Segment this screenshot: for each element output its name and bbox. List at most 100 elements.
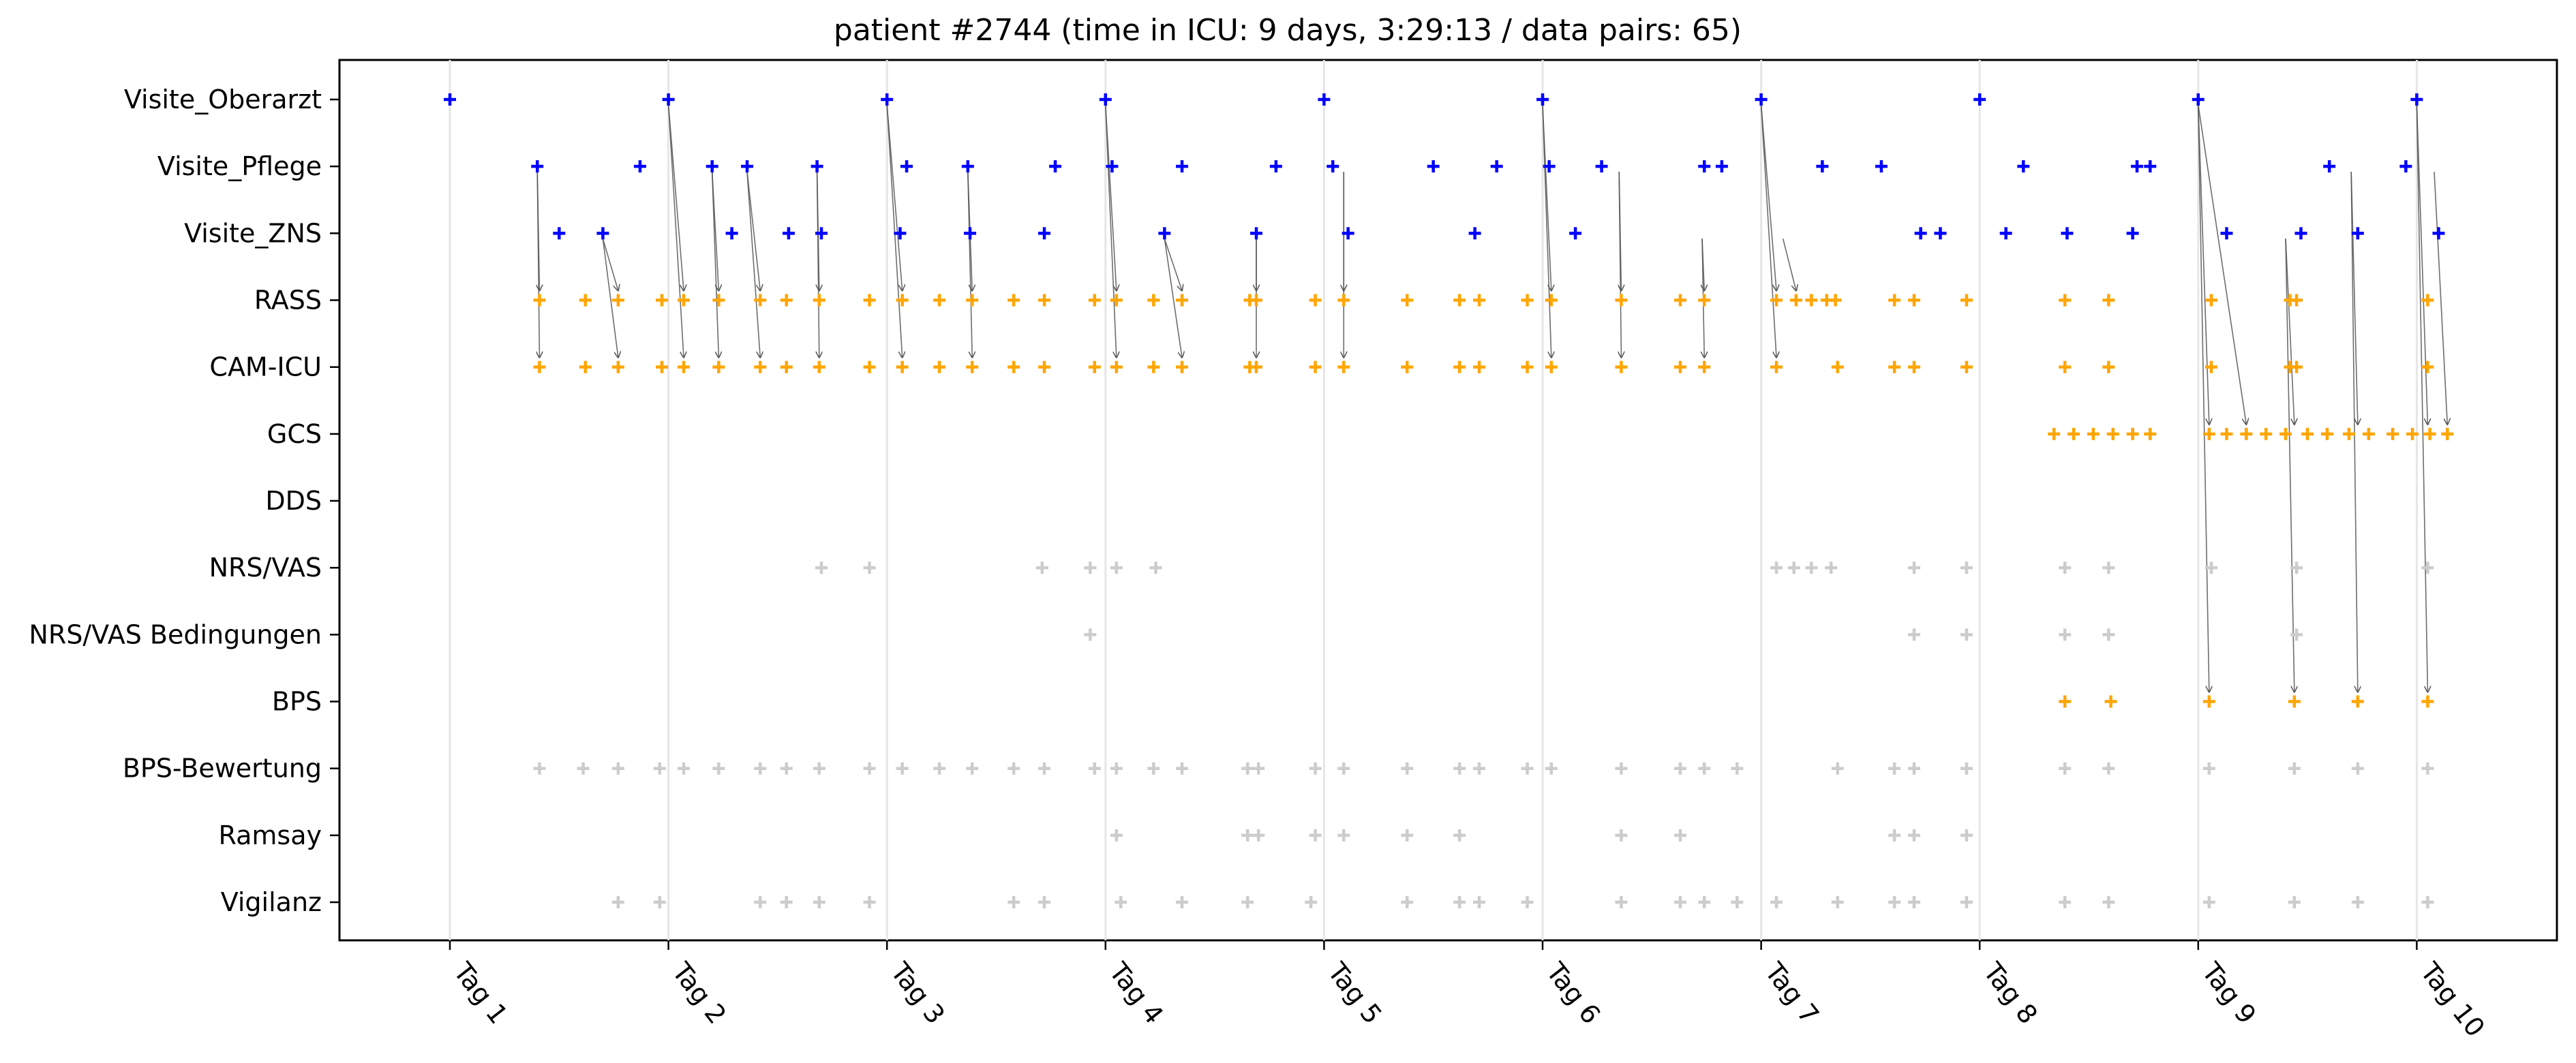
x-tick-label: Tag 1: [447, 957, 513, 1030]
data-point: [1453, 829, 1466, 842]
data-point: [754, 762, 767, 775]
data-point: [754, 896, 767, 909]
data-point: [2343, 427, 2356, 440]
data-point: [1049, 160, 1062, 173]
data-point: [1110, 561, 1123, 574]
data-point: [2059, 360, 2072, 373]
data-point: [2351, 227, 2364, 240]
data-point: [1960, 829, 1973, 842]
data-point: [2104, 695, 2117, 708]
data-point: [1269, 160, 1282, 173]
data-point: [611, 896, 624, 909]
data-point: [1309, 829, 1322, 842]
data-point: [2059, 762, 2072, 775]
data-point: [579, 360, 592, 373]
data-point: [1888, 294, 1901, 307]
data-point: [2192, 93, 2204, 106]
data-point: [1831, 896, 1844, 909]
data-point: [2351, 896, 2364, 909]
data-point: [1960, 561, 1973, 574]
data-point: [1521, 294, 1534, 307]
data-point: [1673, 829, 1686, 842]
y-tick-label: BPS: [272, 687, 322, 717]
data-point: [863, 360, 876, 373]
data-point: [1673, 896, 1686, 909]
data-point: [1908, 360, 1921, 373]
data-point: [1715, 160, 1728, 173]
link-arrow: [711, 172, 719, 358]
data-point: [1110, 762, 1123, 775]
data-point: [813, 896, 825, 909]
data-point: [1473, 896, 1486, 909]
data-point: [1305, 896, 1318, 909]
data-point: [1731, 896, 1744, 909]
data-point: [2240, 427, 2253, 440]
data-point: [2320, 427, 2333, 440]
data-point: [1176, 160, 1189, 173]
data-point: [633, 160, 646, 173]
link-arrow: [2434, 172, 2447, 425]
data-point: [1007, 762, 1020, 775]
link-arrow: [1619, 172, 1621, 358]
data-point: [815, 561, 828, 574]
data-point: [1490, 160, 1503, 173]
data-point: [1914, 227, 1927, 240]
data-point: [1673, 762, 1686, 775]
data-point: [712, 360, 725, 373]
data-point: [678, 762, 691, 775]
data-point: [2087, 427, 2100, 440]
data-point: [1468, 227, 1481, 240]
y-tick-label: CAM-ICU: [209, 352, 322, 382]
data-point: [533, 762, 546, 775]
data-point: [2220, 427, 2233, 440]
data-point: [1698, 160, 1711, 173]
arrows: [537, 104, 2447, 692]
link-arrow: [967, 172, 972, 358]
data-point: [1401, 762, 1414, 775]
data-point: [1147, 360, 1160, 373]
data-point: [1569, 227, 1582, 240]
data-point: [813, 762, 825, 775]
data-point: [896, 294, 909, 307]
data-point: [2059, 695, 2072, 708]
data-point: [2202, 896, 2215, 909]
data-point: [1536, 93, 1549, 106]
link-arrow: [667, 104, 684, 291]
data-point: [1960, 628, 1973, 641]
y-tick-label: Visite_ZNS: [184, 218, 322, 248]
data-point: [1908, 896, 1921, 909]
data-point: [1698, 762, 1711, 775]
data-point: [1770, 360, 1783, 373]
data-point: [1158, 227, 1171, 240]
data-point: [1453, 294, 1466, 307]
data-point: [596, 227, 609, 240]
data-point: [2290, 360, 2303, 373]
link-arrow: [1164, 238, 1182, 357]
data-point: [2323, 160, 2336, 173]
x-tick-label: Tag 2: [666, 957, 732, 1030]
data-point: [2362, 427, 2375, 440]
data-point: [1543, 160, 1556, 173]
data-point: [1084, 628, 1097, 641]
data-point: [2126, 227, 2139, 240]
link-arrow: [2416, 104, 2427, 425]
data-point: [611, 762, 624, 775]
data-point: [863, 294, 876, 307]
data-point: [1038, 294, 1051, 307]
data-point: [2059, 628, 2072, 641]
data-point: [2410, 93, 2423, 106]
data-point: [2406, 427, 2419, 440]
link-arrow: [746, 172, 760, 290]
data-point: [2220, 227, 2233, 240]
data-point: [2059, 561, 2072, 574]
data-point: [964, 227, 977, 240]
data-point: [1147, 762, 1160, 775]
data-point: [533, 360, 546, 373]
x-tick-label: Tag 5: [1322, 957, 1388, 1030]
data-point: [1252, 829, 1265, 842]
data-point: [1908, 762, 1921, 775]
data-point: [1521, 360, 1534, 373]
link-arrow: [817, 172, 819, 358]
data-point: [780, 762, 793, 775]
data-point: [810, 160, 823, 173]
